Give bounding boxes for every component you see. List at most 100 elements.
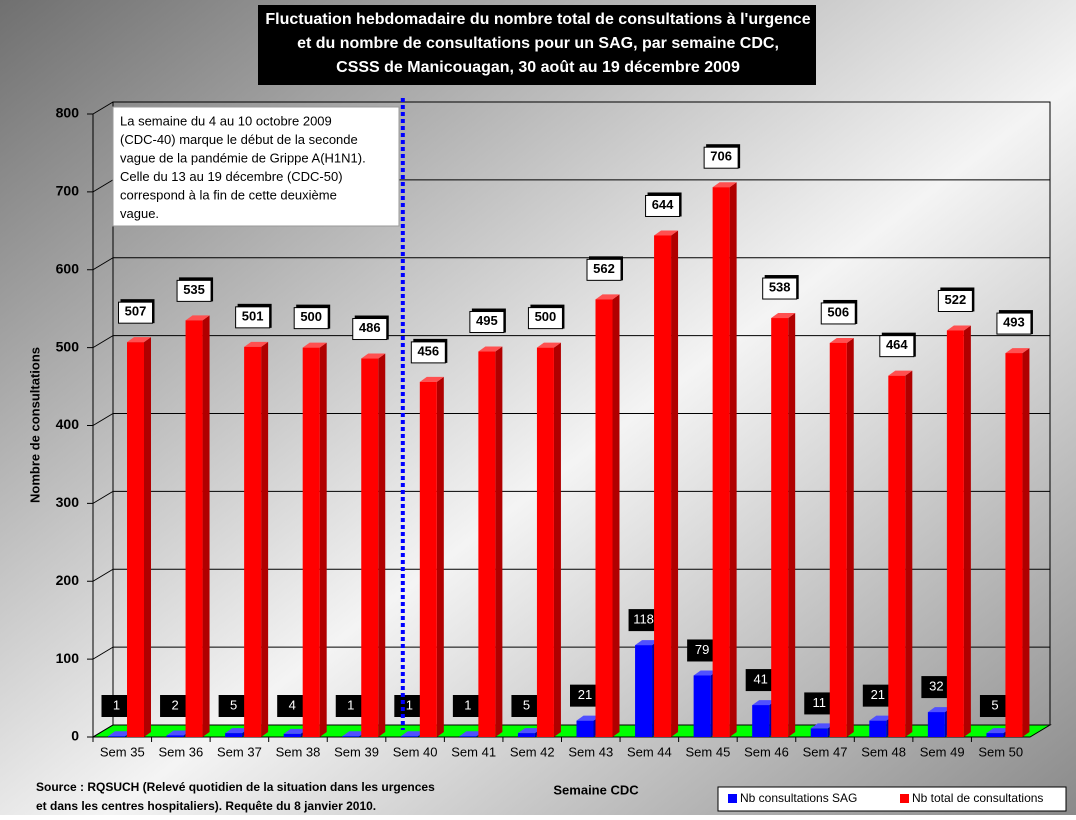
annotation: vague de la pandémie de Grippe A(H1N1). xyxy=(120,150,366,165)
data-label: 464 xyxy=(886,337,908,352)
bar-top xyxy=(654,230,679,236)
data-label-group: 495 xyxy=(469,308,506,334)
y-tick-label: 300 xyxy=(56,494,80,510)
data-label-box xyxy=(527,307,563,330)
bar xyxy=(654,235,672,738)
bar xyxy=(771,318,789,737)
bar xyxy=(419,381,437,737)
data-label-box xyxy=(586,258,622,281)
x-tick-label: Sem 47 xyxy=(803,744,848,759)
data-label-box xyxy=(937,289,973,312)
legend-box xyxy=(717,786,1067,812)
bar-top xyxy=(536,342,561,348)
annotation: La semaine du 4 au 10 octobre 2009 xyxy=(120,113,332,128)
data-label-box xyxy=(352,318,388,341)
grid-line xyxy=(92,724,114,738)
source-note: Source : RQSUCH (Relevé quotidien de la … xyxy=(36,780,435,794)
data-label: 1 xyxy=(347,697,354,712)
data-label: 21 xyxy=(871,687,885,702)
bar-top xyxy=(693,670,718,676)
data-label-group: 1 xyxy=(101,695,132,717)
annotation: (CDC-40) marque le début de la seconde xyxy=(120,132,358,147)
bar-top xyxy=(752,700,777,706)
data-label-box xyxy=(277,695,308,717)
data-label: 562 xyxy=(593,261,615,276)
bar-top xyxy=(986,728,1011,734)
grid-line xyxy=(92,257,114,271)
bar-top xyxy=(419,376,444,382)
chart-title: et du nombre de consultations pour un SA… xyxy=(297,35,779,52)
x-tick-label: Sem 43 xyxy=(568,744,613,759)
y-tick-label: 100 xyxy=(56,650,80,666)
chart-title: Fluctuation hebdomadaire du nombre total… xyxy=(265,11,810,28)
data-label-box xyxy=(452,695,483,717)
data-label-group: 501 xyxy=(235,303,272,329)
bar xyxy=(478,351,496,737)
y-tick-label: 200 xyxy=(56,572,80,588)
data-label: 5 xyxy=(230,697,237,712)
x-tick-label: Sem 44 xyxy=(627,744,672,759)
x-tick-label: Sem 50 xyxy=(978,744,1023,759)
data-label-box xyxy=(804,692,835,715)
data-label: 456 xyxy=(417,343,439,358)
data-label-group: 486 xyxy=(352,315,389,341)
y-tick-label: 500 xyxy=(56,338,80,354)
data-label-box xyxy=(820,302,856,325)
data-label-box xyxy=(628,609,659,632)
bar xyxy=(459,736,477,737)
bar-side xyxy=(788,313,796,737)
data-label-box xyxy=(176,279,212,302)
data-label: 644 xyxy=(652,197,674,212)
bar-top xyxy=(517,728,542,734)
data-label-box xyxy=(687,639,718,662)
x-tick-label: Sem 37 xyxy=(217,744,262,759)
bar xyxy=(302,347,320,737)
bar xyxy=(225,733,243,737)
data-label-group: 1 xyxy=(452,695,483,717)
bar xyxy=(108,736,125,737)
bar-top xyxy=(771,313,796,319)
bar xyxy=(166,735,184,737)
bar-side xyxy=(612,294,620,737)
grid-line xyxy=(92,646,114,660)
bar-top xyxy=(400,731,425,737)
data-label-group: 41 xyxy=(745,669,776,692)
bar-side xyxy=(495,346,503,737)
data-label-group: 21 xyxy=(862,684,893,707)
x-tick-label: Sem 46 xyxy=(744,744,789,759)
bar xyxy=(888,375,906,737)
y-tick-label: 0 xyxy=(71,728,79,744)
data-label-group: 506 xyxy=(820,299,858,325)
data-label: 495 xyxy=(476,313,498,328)
data-label-group: 500 xyxy=(293,304,331,330)
bar-side xyxy=(378,353,386,737)
x-tick-label: Sem 36 xyxy=(158,744,203,759)
annotation: correspond à la fin de cette deuxième xyxy=(120,187,337,202)
bar-side xyxy=(553,342,561,737)
data-label: 493 xyxy=(1003,315,1025,330)
bar xyxy=(342,736,360,737)
data-label-box xyxy=(218,695,249,717)
data-label-box xyxy=(703,146,739,169)
bar xyxy=(869,720,887,737)
bar-top xyxy=(302,342,327,348)
data-label-box xyxy=(101,695,132,717)
data-label-group: 5 xyxy=(218,695,249,717)
bar-top xyxy=(810,723,835,729)
bar-top xyxy=(185,315,210,321)
bar-top xyxy=(869,715,894,721)
data-label: 1 xyxy=(406,697,413,712)
data-label-box xyxy=(996,312,1032,335)
grid-line xyxy=(92,101,114,115)
y-tick-label: 800 xyxy=(56,105,80,121)
data-label-box xyxy=(921,676,952,699)
bar xyxy=(244,346,262,737)
bar-side xyxy=(319,342,327,737)
y-tick-label: 700 xyxy=(56,183,80,199)
bar xyxy=(595,299,613,737)
data-label: 2 xyxy=(171,697,178,712)
bar-top xyxy=(635,640,660,646)
bar xyxy=(517,733,535,737)
bar xyxy=(635,645,653,737)
